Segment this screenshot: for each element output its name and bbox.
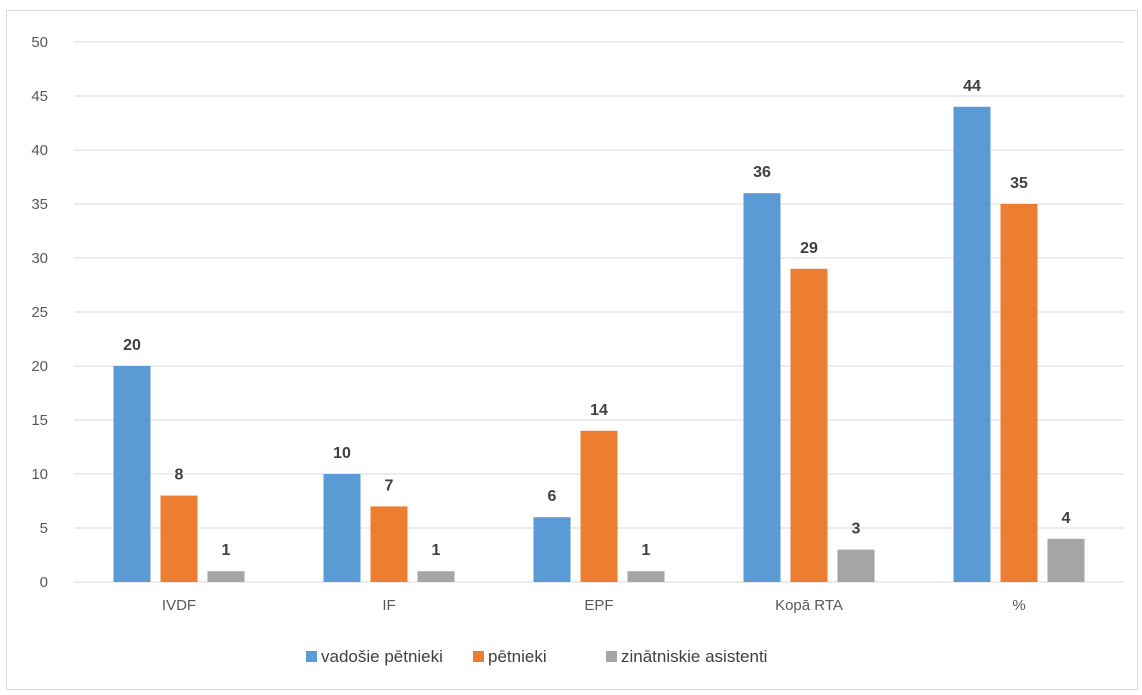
bar — [1000, 204, 1038, 582]
y-axis-ticks: 0 5 10 15 20 25 30 35 40 45 50 — [31, 34, 48, 591]
legend-label: zinātniskie asistenti — [621, 647, 767, 666]
bars — [113, 106, 1085, 583]
legend-label: vadošie pētnieki — [321, 647, 443, 666]
y-tick-label: 15 — [31, 412, 48, 429]
y-tick-label: 50 — [31, 34, 48, 51]
y-tick-label: 20 — [31, 358, 48, 375]
bar — [627, 571, 665, 582]
y-tick-label: 45 — [31, 88, 48, 105]
legend: vadošie pētnieki pētnieki zinātniskie asis… — [306, 647, 767, 666]
data-label: 1 — [642, 542, 651, 559]
legend-swatch — [606, 651, 617, 662]
y-tick-label: 0 — [40, 574, 48, 591]
data-label: 7 — [385, 477, 394, 494]
data-label: 10 — [333, 445, 351, 462]
data-labels: 20 8 1 10 7 1 6 14 1 36 29 3 44 35 4 — [123, 78, 1070, 559]
data-label: 29 — [800, 240, 818, 257]
bar — [953, 106, 991, 583]
data-label: 36 — [753, 164, 771, 181]
data-label: 20 — [123, 337, 141, 354]
y-tick-label: 5 — [40, 520, 48, 537]
bar — [160, 495, 198, 582]
bar — [1047, 538, 1085, 582]
bar — [417, 571, 455, 582]
gridlines — [74, 41, 1124, 583]
x-tick-label: IVDF — [162, 597, 196, 614]
bar — [790, 268, 828, 582]
x-axis-ticks: IVDF IF EPF Kopā RTA% — [162, 597, 1026, 614]
y-tick-label: 35 — [31, 196, 48, 213]
data-label: 14 — [590, 402, 608, 419]
data-label: 35 — [1010, 175, 1028, 192]
bar — [370, 506, 408, 582]
data-label: 44 — [963, 78, 981, 95]
x-tick-label: IF — [382, 597, 395, 614]
bar — [580, 430, 618, 582]
legend-label: pētnieki — [488, 647, 547, 666]
y-tick-label: 25 — [31, 304, 48, 321]
data-label: 8 — [175, 467, 184, 484]
data-label: 1 — [222, 542, 231, 559]
legend-swatch — [306, 651, 317, 662]
bar — [837, 549, 875, 582]
bar — [533, 517, 571, 582]
data-label: 6 — [548, 488, 557, 505]
bar — [207, 571, 245, 582]
data-label: 1 — [432, 542, 441, 559]
y-tick-label: 40 — [31, 142, 48, 159]
bar — [113, 366, 151, 582]
data-label: 3 — [852, 521, 861, 538]
x-tick-label: EPF — [584, 597, 613, 614]
y-tick-label: 30 — [31, 250, 48, 267]
y-tick-label: 10 — [31, 466, 48, 483]
data-label: 4 — [1062, 510, 1071, 527]
legend-swatch — [473, 651, 484, 662]
bar — [323, 474, 361, 582]
bar — [743, 193, 781, 582]
x-tick-label: % — [1012, 597, 1025, 614]
x-tick-label: Kopā RTA — [775, 597, 843, 614]
